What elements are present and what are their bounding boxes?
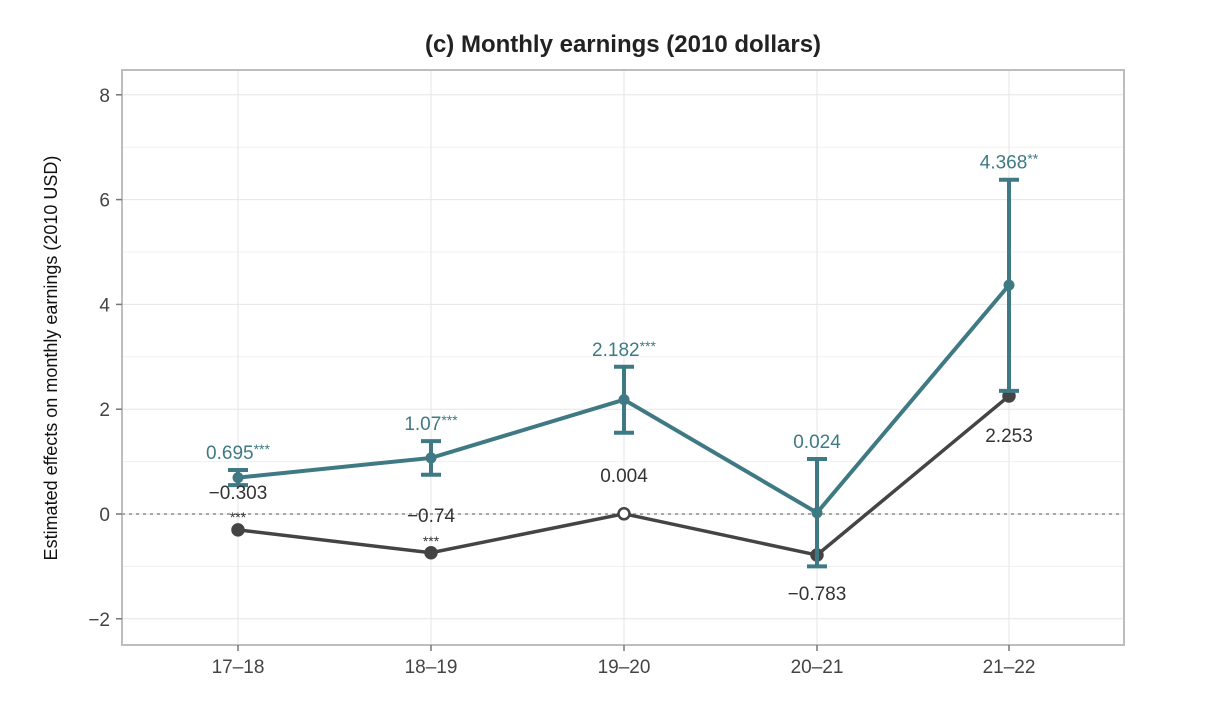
y-axis-label: Estimated effects on monthly earnings (2… xyxy=(41,156,61,561)
y-tick-label: 8 xyxy=(99,86,110,107)
series-teal-point xyxy=(232,472,244,484)
y-tick-label: 0 xyxy=(99,505,110,526)
y-tick-label: 6 xyxy=(99,191,110,212)
series-dark-point xyxy=(617,507,631,521)
significance-stars: *** xyxy=(640,338,657,354)
series-dark-point xyxy=(424,546,438,560)
data-label-dark: −0.74 xyxy=(407,506,456,527)
series-teal-point xyxy=(425,452,437,464)
significance-stars: *** xyxy=(230,509,247,525)
data-label-teal: 4.368** xyxy=(980,151,1039,174)
series-dark-point xyxy=(231,523,245,537)
significance-stars: *** xyxy=(441,412,458,428)
data-label-teal: 0.695*** xyxy=(206,441,270,464)
series-teal-point xyxy=(811,507,823,519)
data-label-teal: 0.024 xyxy=(793,432,841,453)
data-label-dark: 0.004 xyxy=(600,466,648,487)
x-tick-label: 17–18 xyxy=(212,657,265,678)
y-tick-label: 2 xyxy=(99,400,110,421)
significance-stars: *** xyxy=(423,533,440,549)
data-label-teal: 1.07*** xyxy=(404,412,458,435)
plot-area: −2 0 2 4 6 8 17–18 18–19 19–20 20–21 21–22 0.695***… xyxy=(88,69,1125,678)
chart-title: (c) Monthly earnings (2010 dollars) xyxy=(425,31,821,58)
plot-border xyxy=(121,69,1125,646)
x-tick-label: 18–19 xyxy=(405,657,458,678)
data-label-dark: −0.783 xyxy=(788,584,847,605)
x-tick-label: 21–22 xyxy=(983,657,1036,678)
data-label-teal: 2.182*** xyxy=(592,338,656,361)
significance-stars: *** xyxy=(254,441,271,457)
y-tick-label: 4 xyxy=(99,295,110,316)
series-teal-point xyxy=(618,394,630,406)
x-tick-label: 19–20 xyxy=(598,657,651,678)
data-label-dark: 2.253 xyxy=(985,426,1033,447)
series-teal-point xyxy=(1003,279,1015,291)
y-tick-label: −2 xyxy=(88,610,110,631)
x-tick-label: 20–21 xyxy=(791,657,844,678)
data-label-dark: −0.303 xyxy=(209,483,268,504)
significance-stars: ** xyxy=(1027,151,1038,167)
